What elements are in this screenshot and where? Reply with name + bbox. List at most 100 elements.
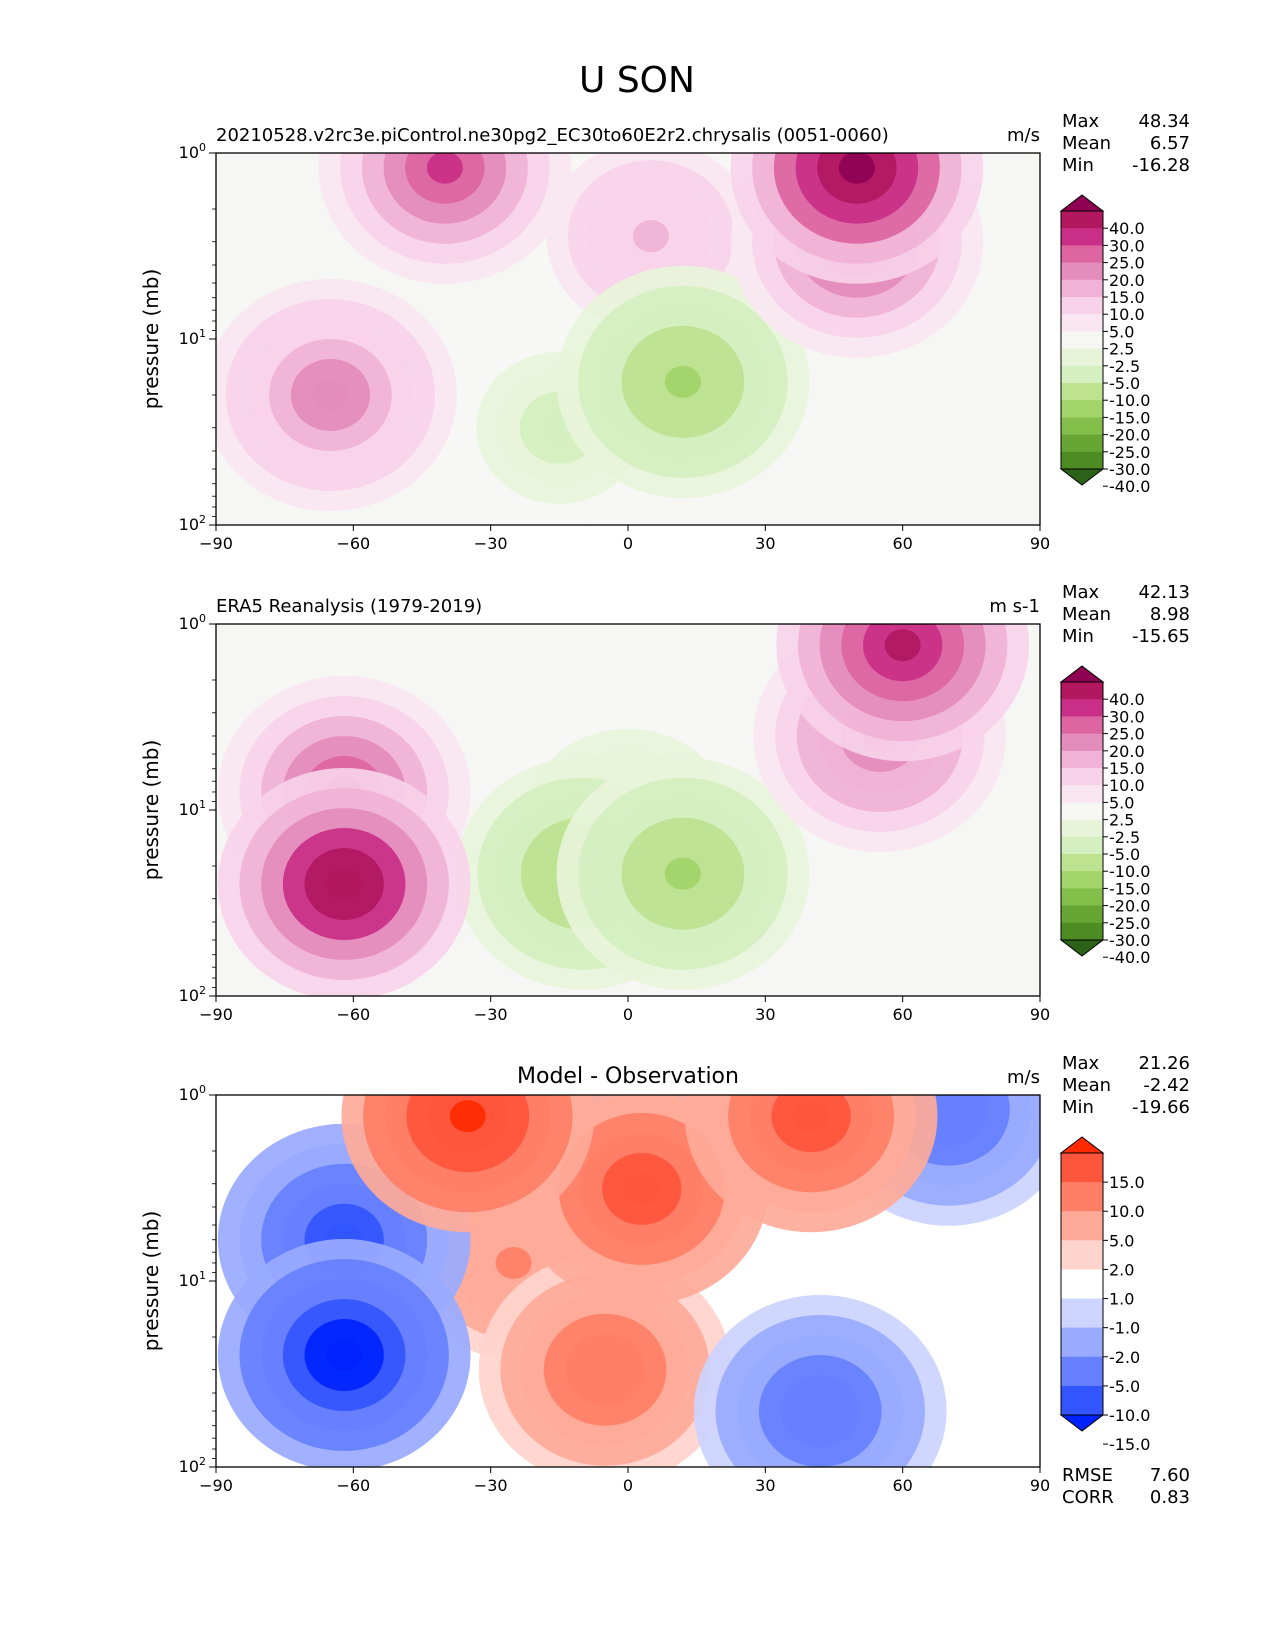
colorbar-label: 20.0 xyxy=(1109,742,1145,761)
colorbar-band xyxy=(1061,297,1103,315)
x-tick-label: 30 xyxy=(755,534,775,553)
colorbar-label: -40.0 xyxy=(1109,477,1150,496)
x-tick-label: 0 xyxy=(623,1005,633,1024)
colorbar-band xyxy=(1061,871,1103,889)
colorbar-band xyxy=(1061,802,1103,821)
stat-label: Mean xyxy=(1062,1075,1111,1096)
panel-subtitle: ERA5 Reanalysis (1979-2019) xyxy=(216,596,482,617)
stat-value: 48.34 xyxy=(1138,111,1190,132)
colorbar-extend-bottom xyxy=(1059,939,1105,957)
colorbar-label: 20.0 xyxy=(1109,271,1145,290)
panels: −90 −60 −30 0 30 60 90 100 101 102 pressure (mb) 20… xyxy=(139,111,1190,1508)
colorbar-label: -20.0 xyxy=(1109,426,1150,445)
colorbar-band xyxy=(1061,228,1103,246)
colorbar-label: 5.0 xyxy=(1109,793,1134,812)
colorbar-label: 1.0 xyxy=(1109,1290,1134,1309)
colorbar-band xyxy=(1061,836,1103,855)
y-axis-label: pressure (mb) xyxy=(139,740,163,881)
colorbar-extend-bottom xyxy=(1059,1414,1105,1432)
colorbar-label: -5.0 xyxy=(1109,845,1140,864)
colorbar-label: -40.0 xyxy=(1109,948,1150,967)
colorbar-band xyxy=(1061,699,1103,717)
colorbar-label: -2.5 xyxy=(1109,357,1140,376)
contour-band xyxy=(495,1246,532,1279)
contour-band xyxy=(449,1100,486,1133)
colorbar-frame xyxy=(1060,210,1104,470)
colorbar-extend-bottom xyxy=(1059,468,1105,486)
colorbar-label: 2.0 xyxy=(1109,1260,1134,1279)
panel-subtitle: Model - Observation xyxy=(517,1064,739,1089)
y-tick-label: 102 xyxy=(179,1455,206,1476)
x-tick-label: −30 xyxy=(474,534,508,553)
contour-field xyxy=(216,153,1040,525)
contour-field xyxy=(216,624,1040,996)
contour-band xyxy=(838,153,875,184)
colorbar-label: -10.0 xyxy=(1109,1406,1150,1425)
colorbar-band xyxy=(1061,417,1103,436)
colorbar-band xyxy=(1061,1269,1103,1300)
colorbar-label: -5.0 xyxy=(1109,374,1140,393)
colorbar-band xyxy=(1061,451,1103,470)
y-tick-label: 100 xyxy=(179,612,206,633)
colorbar-band xyxy=(1061,905,1103,924)
colorbar-label: -15.0 xyxy=(1109,1435,1150,1454)
stat-label: Max xyxy=(1062,582,1100,603)
colorbar-band xyxy=(1061,365,1103,384)
colorbar-extend-top xyxy=(1059,1136,1105,1154)
colorbar-band xyxy=(1061,1298,1103,1329)
stat-label: Min xyxy=(1062,1097,1094,1118)
x-tick-label: 90 xyxy=(1030,534,1050,553)
stat-value: 6.57 xyxy=(1150,133,1190,154)
stat-value: -16.28 xyxy=(1132,155,1190,176)
y-tick-label: 100 xyxy=(179,141,206,162)
colorbar-band xyxy=(1061,1327,1103,1358)
x-tick-label: 60 xyxy=(892,1005,912,1024)
colorbar-label: 40.0 xyxy=(1109,219,1145,238)
metric-value: 0.83 xyxy=(1150,1487,1190,1508)
colorbar-band xyxy=(1061,854,1103,872)
panel-difference: −90 −60 −30 0 30 60 90 100 101 102 pressure (mb) Mo… xyxy=(139,1053,1190,1508)
x-tick-label: 90 xyxy=(1030,1476,1050,1495)
panel-subtitle: 20210528.v2rc3e.piControl.ne30pg2_EC30to… xyxy=(216,125,889,146)
colorbar-label: -15.0 xyxy=(1109,879,1150,898)
colorbar-label: 25.0 xyxy=(1109,254,1145,273)
y-tick-label: 102 xyxy=(179,513,206,534)
x-tick-label: −60 xyxy=(336,534,370,553)
x-tick-label: 0 xyxy=(623,534,633,553)
colorbar: 15.0 10.0 5.0 2.0 1.0 -1.0 -2.0 -5.0 -10.0 -15.0 xyxy=(1059,1136,1150,1454)
colorbar-band xyxy=(1061,750,1103,769)
contour-band xyxy=(312,378,349,411)
colorbar-band xyxy=(1061,245,1103,264)
colorbar-band xyxy=(1061,434,1103,453)
colorbar-band xyxy=(1061,819,1103,838)
colorbar-label: 15.0 xyxy=(1109,759,1145,778)
contour-band xyxy=(587,1353,624,1386)
colorbar: 40.030.025.020.015.010.05.02.5-2.5-5.0-1… xyxy=(1059,194,1150,496)
colorbar-label: 40.0 xyxy=(1109,690,1145,709)
colorbar-label: -15.0 xyxy=(1109,408,1150,427)
colorbar-label: -10.0 xyxy=(1109,862,1150,881)
colorbar-band xyxy=(1061,400,1103,418)
panel-model: −90 −60 −30 0 30 60 90 100 101 102 pressure (mb) 20… xyxy=(139,111,1190,553)
colorbar-band xyxy=(1061,888,1103,907)
contour-band xyxy=(884,629,921,662)
colorbar-label: -20.0 xyxy=(1109,897,1150,916)
metric-value: 7.60 xyxy=(1150,1465,1190,1486)
colorbar-band xyxy=(1061,314,1103,332)
colorbar-label: 30.0 xyxy=(1109,236,1145,255)
metric-label: RMSE xyxy=(1062,1465,1113,1486)
colorbar-band xyxy=(1061,1385,1103,1416)
colorbar-label: -25.0 xyxy=(1109,443,1150,462)
colorbar-label: -5.0 xyxy=(1109,1377,1140,1396)
stat-value: 21.26 xyxy=(1138,1053,1190,1074)
contour-band xyxy=(632,220,669,253)
x-tick-label: −30 xyxy=(474,1005,508,1024)
colorbar-label: 2.5 xyxy=(1109,340,1134,359)
colorbar: 40.030.025.020.015.010.05.02.5-2.5-5.0-1… xyxy=(1059,665,1150,967)
colorbar-label: 15.0 xyxy=(1109,288,1145,307)
colorbar-frame xyxy=(1060,1152,1104,1416)
metric-label: CORR xyxy=(1062,1487,1114,1508)
contour-field xyxy=(216,1095,1040,1467)
stat-value: -19.66 xyxy=(1132,1097,1190,1118)
